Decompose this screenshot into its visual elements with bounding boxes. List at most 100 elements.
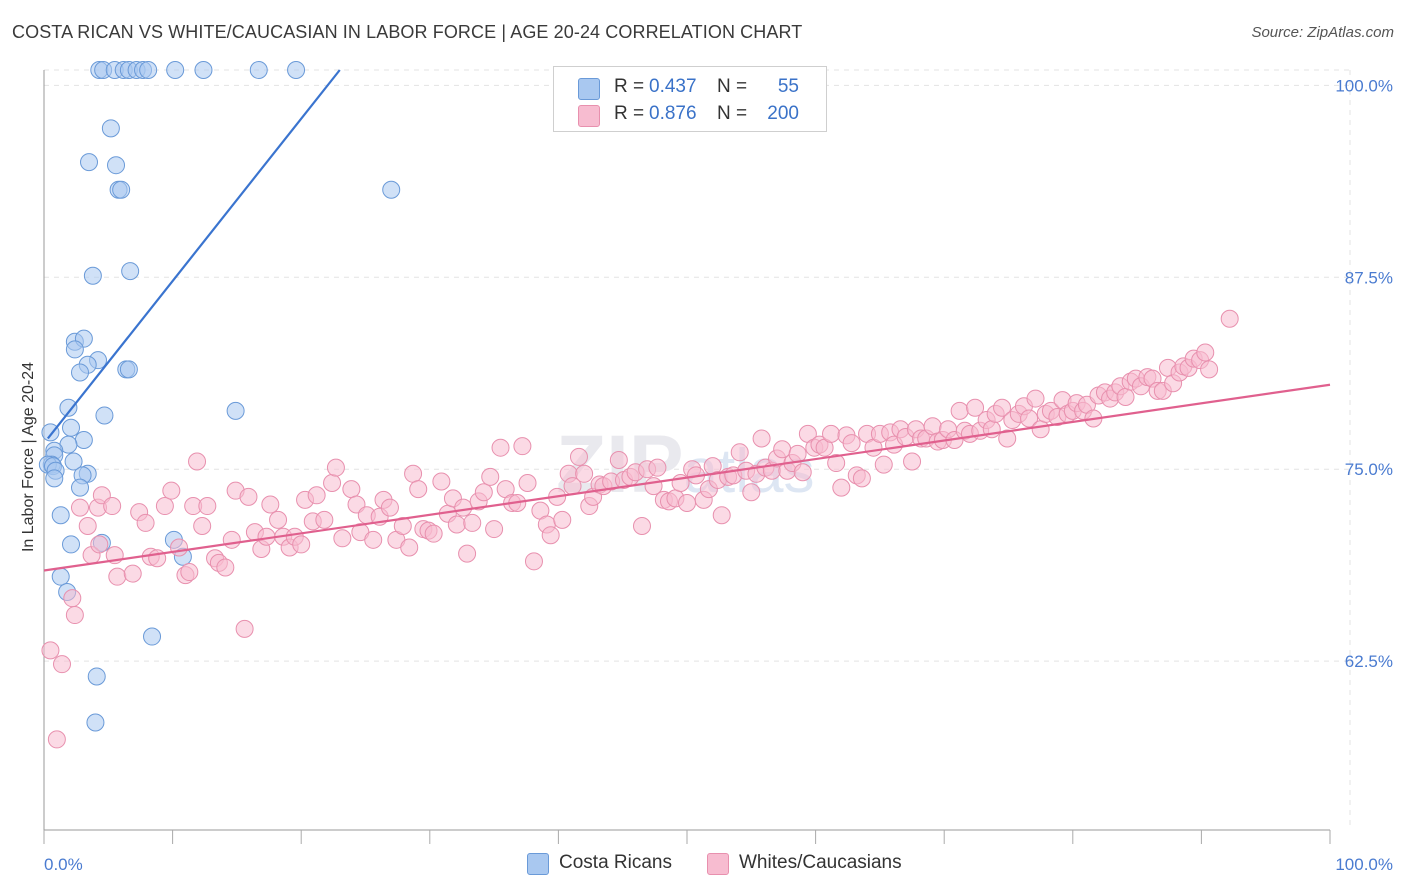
costa-rican-point (62, 535, 81, 554)
white-caucasian-point (463, 513, 482, 532)
white-caucasian-point (53, 655, 72, 674)
white-caucasian-point (950, 401, 969, 420)
axes (43, 70, 1331, 844)
costa-rican-point (41, 423, 60, 442)
white-caucasian-point (793, 463, 812, 482)
white-caucasian-point (333, 529, 352, 548)
white-caucasian-point (41, 641, 60, 660)
costa-rican-point (382, 180, 401, 199)
costa-rican-point (64, 452, 83, 471)
costa-rican-point (86, 713, 105, 732)
white-caucasian-point (632, 517, 651, 535)
white-caucasian-point (78, 517, 97, 535)
legend-n-label: N = (717, 103, 748, 124)
white-caucasian-point (409, 480, 428, 499)
white-caucasian-point (712, 506, 731, 525)
costa-rican-point (249, 61, 268, 79)
white-caucasian-point (752, 429, 771, 448)
white-caucasian-point (235, 619, 254, 638)
costa-rican-point (51, 506, 70, 525)
white-caucasian-point (216, 558, 235, 577)
white-caucasian-trend-line (43, 383, 1331, 572)
white-caucasian-point (1116, 388, 1135, 407)
costa-rican-point (119, 360, 138, 379)
legend-label-whites: Whites/Caucasians (739, 852, 902, 873)
white-caucasian-point (188, 452, 207, 471)
series-legend: Costa Ricans Whites/Caucasians (0, 852, 1406, 878)
y-tick-label: 62.5% (1345, 652, 1393, 671)
costa-rican-point (112, 180, 131, 199)
white-caucasian-point (874, 455, 893, 474)
white-caucasian-point (491, 438, 510, 457)
costa-rican-point (143, 627, 162, 646)
legend-r-value: 0.876 (649, 103, 697, 124)
white-caucasian-point (307, 486, 326, 505)
costa-rican-point (65, 340, 84, 359)
white-caucasian-point (903, 452, 922, 471)
legend-swatch-whites (707, 853, 729, 875)
white-caucasian-point (103, 497, 122, 516)
white-caucasian-point (326, 458, 345, 477)
white-caucasian-point (1196, 343, 1215, 362)
white-caucasian-point (292, 535, 311, 554)
white-caucasian-point (393, 517, 412, 535)
costa-rican-point (45, 469, 64, 488)
white-caucasian-point (575, 464, 594, 483)
white-caucasian-point (541, 526, 560, 545)
white-caucasian-point (364, 530, 383, 549)
costa-rican-point (121, 262, 140, 281)
legend-swatch-costa-ricans (578, 78, 600, 100)
costa-rican-point (71, 363, 90, 382)
costa-rican-point (226, 401, 245, 420)
costa-rican-point (74, 431, 93, 450)
white-caucasian-point (474, 483, 493, 502)
white-caucasian-point (424, 524, 443, 543)
y-axis-title: In Labor Force | Age 20-24 (20, 362, 37, 552)
white-caucasian-point (553, 510, 572, 529)
costa-rican-point (194, 61, 213, 79)
white-caucasian-point (222, 530, 241, 549)
white-caucasian-point (323, 474, 342, 493)
white-caucasian-point (569, 447, 588, 466)
legend-swatch-costa-ricans (527, 853, 549, 875)
costa-rican-point (95, 406, 114, 425)
white-caucasian-point (648, 458, 667, 477)
white-caucasian-point (400, 538, 419, 557)
white-caucasian-point (261, 495, 280, 514)
costa-rican-point (107, 156, 126, 175)
white-caucasian-point (123, 564, 142, 583)
costa-rican-point (87, 667, 106, 686)
white-caucasian-point (730, 443, 749, 462)
white-caucasian-point (609, 450, 628, 469)
white-caucasian-point (481, 467, 500, 486)
costa-rican-point (287, 61, 306, 79)
white-caucasian-point (108, 567, 127, 586)
costa-rican-point (59, 398, 78, 417)
white-caucasian-point (155, 497, 174, 516)
white-caucasian-point (193, 517, 212, 535)
legend-n-label: N = (717, 76, 748, 97)
white-caucasian-point (239, 487, 258, 506)
costa-rican-point (71, 478, 90, 497)
axis-labels: 62.5% 75.0% 87.5% 100.0% 0.0% 100.0% In Labor … (20, 76, 1393, 874)
costa-rican-trend-line (46, 69, 341, 440)
white-caucasian-point (162, 481, 181, 500)
white-caucasian-point (485, 520, 504, 539)
chart-title: COSTA RICAN VS WHITE/CAUCASIAN IN LABOR … (12, 22, 803, 42)
white-caucasian-point (678, 493, 696, 512)
costa-rican-point (166, 61, 185, 79)
white-caucasian-point (458, 544, 477, 563)
white-caucasian-point (1031, 420, 1050, 439)
white-caucasian-point (513, 437, 532, 456)
data-points (38, 61, 1239, 749)
legend-n-value: 200 (767, 103, 799, 124)
legend-r-value: 0.437 (649, 76, 697, 97)
costa-rican-point (101, 119, 120, 138)
white-caucasian-point (269, 510, 288, 529)
white-caucasian-point (71, 498, 90, 517)
costa-rican-point (62, 418, 81, 437)
white-caucasian-point (1220, 309, 1239, 328)
trend-lines (43, 69, 1331, 572)
y-tick-label: 87.5% (1345, 268, 1393, 287)
